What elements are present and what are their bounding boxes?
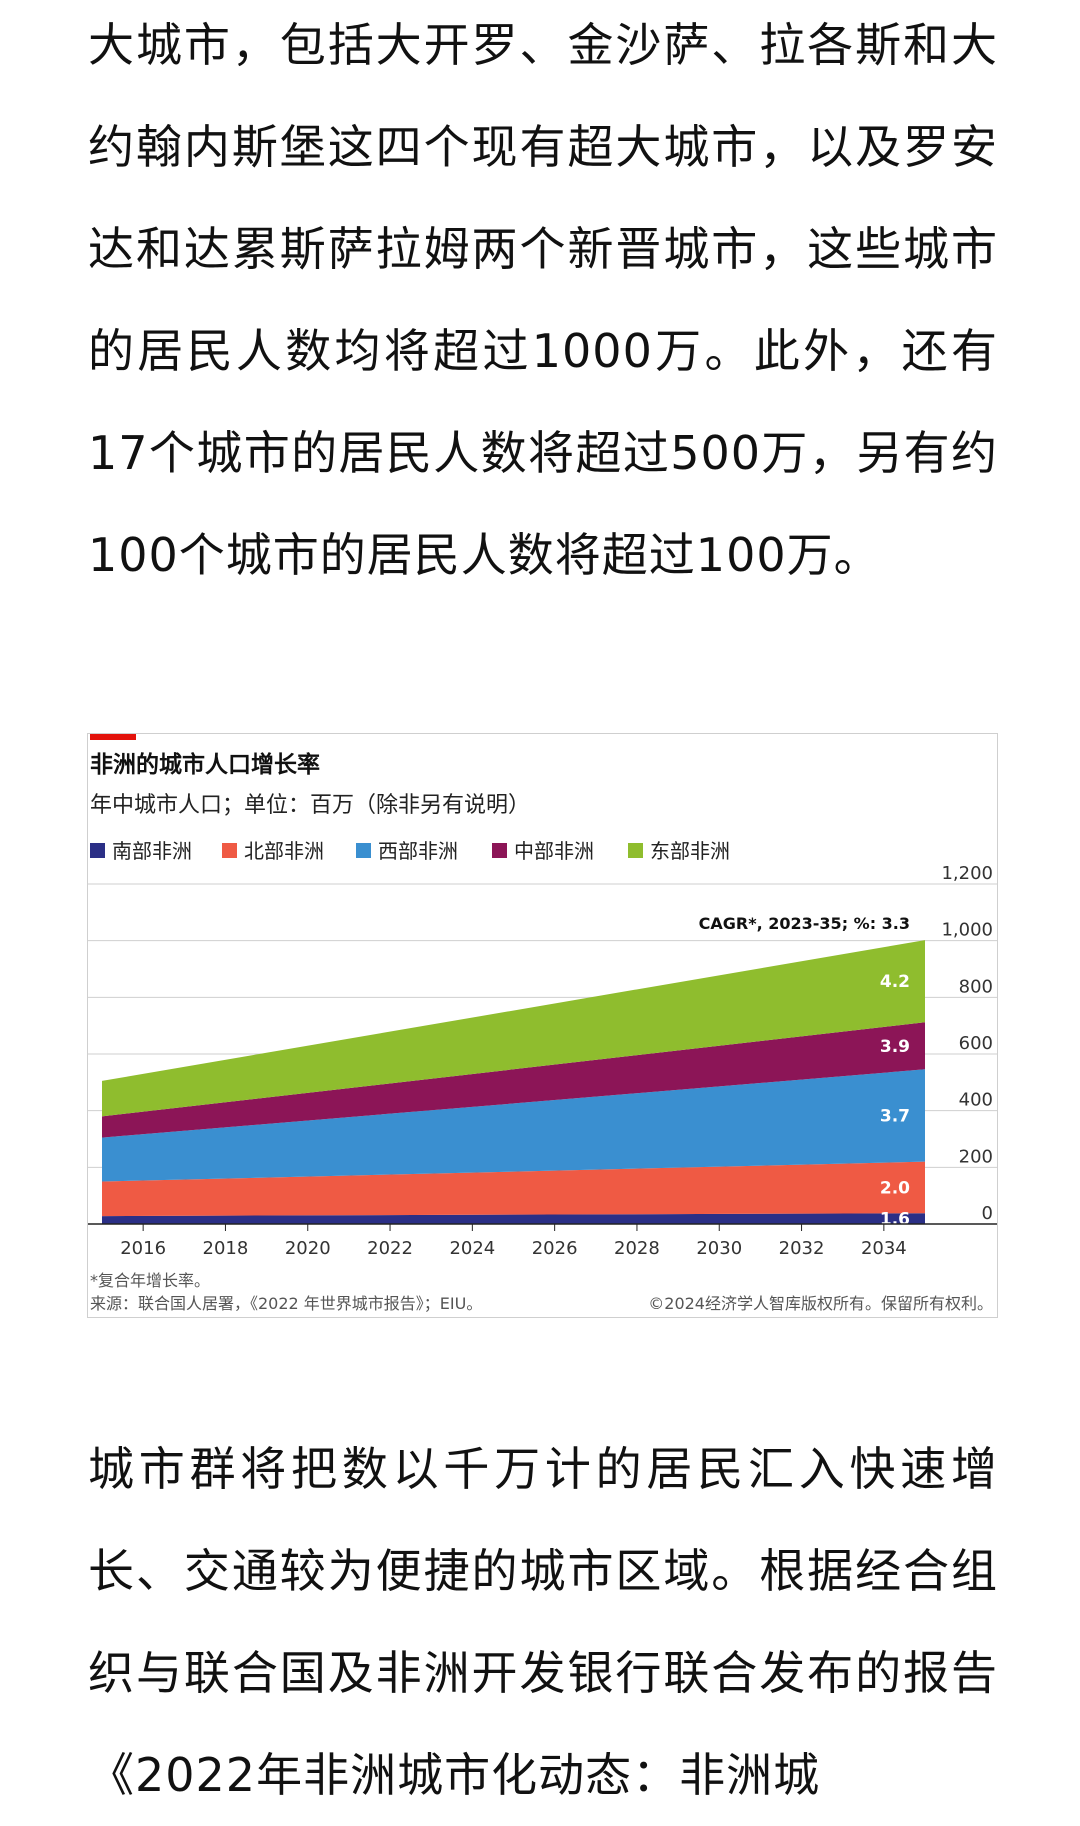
legend-swatch [90,843,105,858]
legend-label: 西部非洲 [378,839,458,863]
y-tick-label: 200 [959,1146,993,1167]
area-layers [102,940,925,1224]
x-tick-label: 2024 [449,1238,495,1259]
area-layer [102,1161,925,1217]
area-layer [102,1022,925,1138]
y-tick-label: 800 [959,976,993,997]
legend-label: 南部非洲 [112,839,192,863]
legend-label: 东部非洲 [650,839,730,863]
x-tick-label: 2018 [203,1238,249,1259]
x-tick-label: 2020 [285,1238,331,1259]
accent-bar [90,734,136,740]
legend-swatch [628,843,643,858]
chart-source: 来源：联合国人居署，《2022 年世界城市报告》；EIU。 [90,1294,482,1313]
chart-figure: 非洲的城市人口增长率 年中城市人口；单位：百万（除非另有说明） 南部非洲 北部非洲… [87,733,998,1318]
y-tick-label: 400 [959,1090,993,1111]
legend-swatch [492,843,507,858]
y-axis: 0 200 400 600 800 1,000 1,200 [941,863,993,1224]
x-tick-label: 2032 [779,1238,825,1259]
chart-annotation: CAGR*, 2023-35; %: 3.3 [699,914,910,933]
legend-swatch [222,843,237,858]
y-tick-label: 1,200 [941,863,993,884]
cagr-label: 4.2 [880,972,910,992]
x-tick-label: 2022 [367,1238,413,1259]
chart-copyright: ©2024经济学人智库版权所有。保留所有权利。 [648,1294,993,1313]
article-paragraph-bottom: 城市群将把数以千万计的居民汇入快速增长、交通较为便捷的城市区域。根据经合组织与联… [88,1442,998,1802]
area-layer [102,940,925,1117]
chart-subtitle: 年中城市人口；单位：百万（除非另有说明） [90,793,530,818]
chart-canvas: 非洲的城市人口增长率 年中城市人口；单位：百万（除非另有说明） 南部非洲 北部非洲… [88,734,997,1313]
legend-label: 中部非洲 [514,839,594,863]
x-tick-label: 2028 [614,1238,660,1259]
chart-legend: 南部非洲 北部非洲 西部非洲 中部非洲 东部非洲 [90,839,730,863]
y-tick-label: 1,000 [941,920,993,941]
legend-label: 北部非洲 [244,839,324,863]
y-tick-label: 0 [982,1203,993,1224]
x-tick-label: 2016 [120,1238,166,1259]
cagr-label: 3.7 [880,1106,910,1126]
area-layer [102,1069,925,1182]
area-layer [102,1213,925,1224]
cagr-label: 3.9 [880,1037,910,1057]
legend-swatch [356,843,371,858]
cagr-label: 1.6 [880,1210,910,1230]
y-tick-label: 600 [959,1033,993,1054]
chart-footnote: *复合年增长率。 [90,1271,210,1290]
chart-title: 非洲的城市人口增长率 [90,751,320,778]
article-paragraph-top: 大城市，包括大开罗、金沙萨、拉各斯和大约翰内斯堡这四个现有超大城市，以及罗安达和… [88,18,998,582]
x-tick-label: 2034 [861,1238,907,1259]
x-tick-label: 2030 [696,1238,742,1259]
cagr-label: 2.0 [880,1178,910,1198]
x-axis: 2016 2018 2020 2022 2024 2026 2028 2030 2032 2034 [88,1223,997,1259]
x-tick-label: 2026 [532,1238,578,1259]
